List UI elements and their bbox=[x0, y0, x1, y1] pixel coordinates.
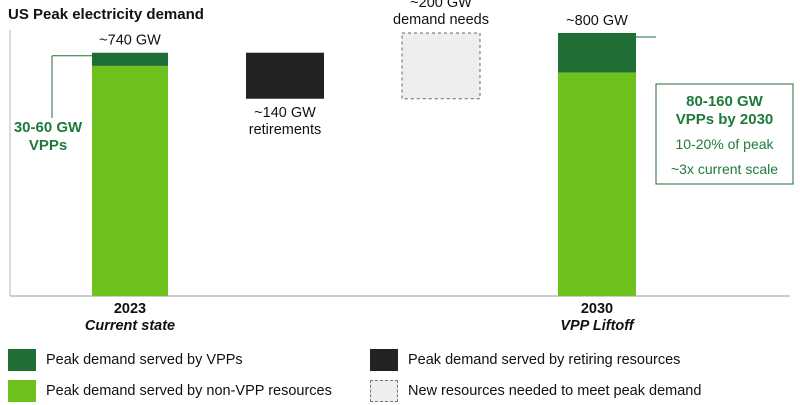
annotation-2030-detail1: 10-20% of peak bbox=[675, 136, 774, 152]
legend-swatch-new-needed bbox=[370, 380, 398, 402]
total-label-2023: ~740 GW bbox=[99, 33, 161, 49]
bar-retirements bbox=[246, 52, 324, 99]
legend-swatch-retiring bbox=[370, 349, 398, 371]
label-retirements-line2: retirements bbox=[249, 122, 322, 138]
category-label-2030: 2030 bbox=[581, 301, 613, 317]
label-demand-needs-line1: ~200 GW bbox=[410, 0, 472, 11]
bar-2023-vpp bbox=[92, 52, 168, 66]
annotation-2030-line1: 80-160 GW bbox=[686, 93, 764, 110]
bar-2030-non-vpp bbox=[558, 72, 636, 296]
annotation-2023-line2: VPPs bbox=[29, 137, 67, 154]
bar-demand-needs bbox=[401, 32, 481, 100]
legend-swatch-vpp bbox=[8, 349, 36, 371]
annotation-box-2030 bbox=[655, 83, 794, 185]
legend-swatch-non-vpp bbox=[8, 380, 36, 402]
legend-label-non-vpp: Peak demand served by non-VPP resources bbox=[46, 383, 332, 399]
chart-title: US Peak electricity demand bbox=[8, 6, 204, 23]
category-label-2023: 2023 bbox=[114, 301, 146, 317]
annotation-2030-line2: VPPs by 2030 bbox=[676, 111, 774, 128]
category-sublabel-2023: Current state bbox=[85, 318, 175, 334]
annotation-2023-line1: 30-60 GW bbox=[14, 119, 83, 136]
label-retirements-line1: ~140 GW bbox=[254, 105, 316, 121]
bar-2023-non-vpp bbox=[92, 65, 168, 296]
label-demand-needs-line2: demand needs bbox=[393, 12, 489, 28]
annotation-2030-detail2: ~3x current scale bbox=[671, 161, 778, 177]
legend-label-new-needed: New resources needed to meet peak demand bbox=[408, 383, 702, 399]
category-sublabel-2030: VPP Liftoff bbox=[560, 318, 635, 334]
legend-label-vpp: Peak demand served by VPPs bbox=[46, 352, 243, 368]
total-label-2030: ~800 GW bbox=[566, 13, 628, 29]
legend-label-retiring: Peak demand served by retiring resources bbox=[408, 352, 681, 368]
bar-2030-vpp bbox=[558, 33, 636, 73]
